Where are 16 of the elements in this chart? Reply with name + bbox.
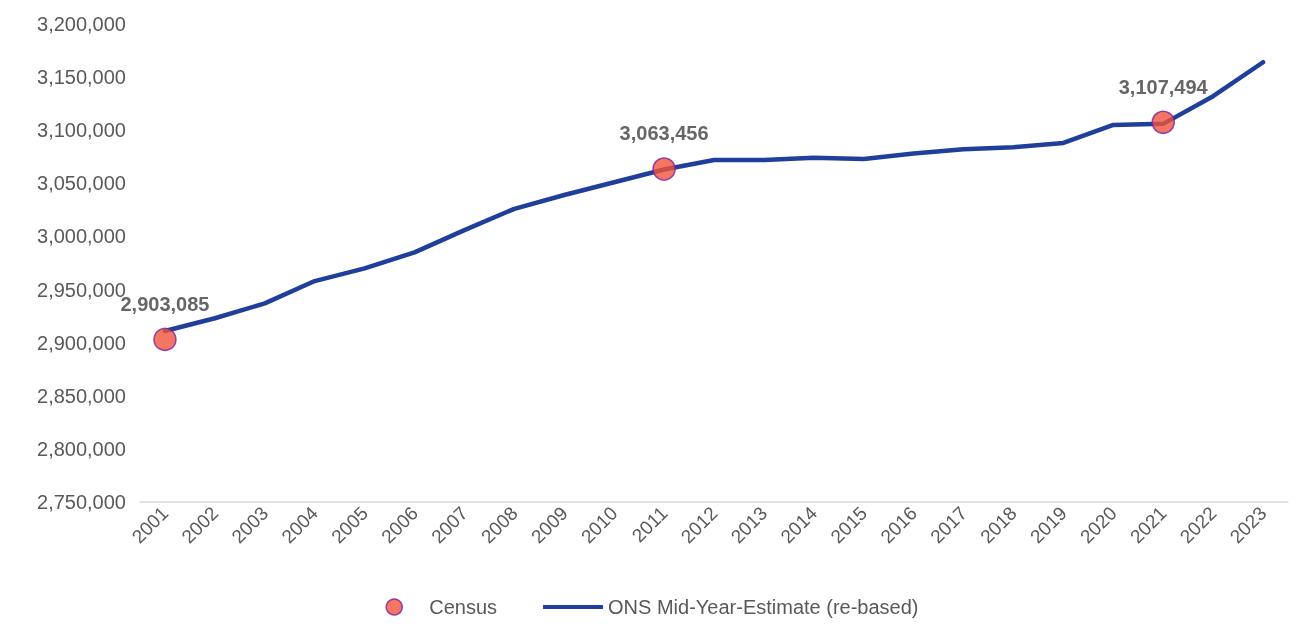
y-tick-label: 2,900,000 bbox=[37, 331, 126, 354]
data-label: 3,063,456 bbox=[619, 122, 709, 145]
legend-label: ONS Mid-Year-Estimate (re-based) bbox=[608, 596, 919, 618]
point bbox=[1151, 110, 1175, 135]
y-tick-label: 2,800,000 bbox=[37, 437, 126, 460]
data-label: 3,107,494 bbox=[1118, 75, 1209, 98]
y-tick-label: 3,100,000 bbox=[37, 119, 126, 142]
legend-label: Census bbox=[429, 596, 498, 618]
point bbox=[153, 327, 177, 352]
y-tick-label: 3,000,000 bbox=[37, 225, 126, 248]
point bbox=[652, 157, 676, 181]
y-tick-label: 2,850,000 bbox=[37, 384, 126, 407]
y-tick-label: 3,200,000 bbox=[37, 13, 126, 35]
y-tick-label: 2,750,000 bbox=[37, 491, 126, 513]
y-tick-label: 3,050,000 bbox=[37, 172, 126, 195]
y-tick-label: 3,150,000 bbox=[37, 66, 126, 89]
